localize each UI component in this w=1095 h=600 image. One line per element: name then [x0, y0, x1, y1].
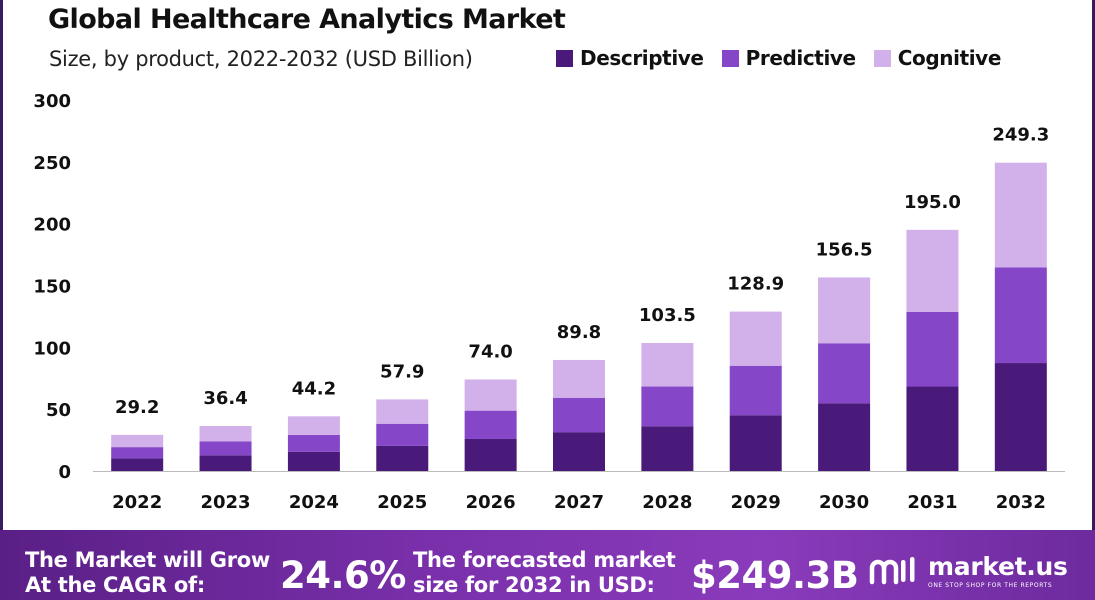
frame-right-border [1092, 0, 1095, 600]
bar-predictive-2028 [641, 386, 694, 427]
y-tick-label: 200 [33, 215, 71, 236]
legend-swatch-predictive [721, 49, 739, 67]
bar-predictive-2032 [994, 267, 1047, 364]
bar-predictive-2031 [906, 311, 959, 387]
legend-label-descriptive: Descriptive [580, 46, 704, 70]
x-tick-label-2026: 2026 [466, 492, 516, 513]
bar-cognitive-2031 [906, 229, 959, 312]
bar-predictive-2030 [818, 343, 871, 404]
bar-descriptive-2031 [906, 386, 959, 471]
bar-cognitive-2025 [376, 399, 429, 424]
bar-descriptive-2025 [376, 445, 429, 471]
brand-name: market.us [928, 552, 1068, 581]
bar-descriptive-2028 [641, 426, 694, 471]
brand-tagline: ONE STOP SHOP FOR THE REPORTS [928, 582, 1053, 589]
footer-forecast-text: The forecasted market size for 2032 in U… [413, 548, 676, 597]
bar-descriptive-2026 [464, 438, 517, 471]
total-label-2028: 103.5 [639, 305, 696, 326]
stacked-bar-chart: 0 50 100 150 200 250 300 29.2 2022 36.4 2023 44.2 20… [33, 91, 1065, 513]
x-tick-label-2025: 2025 [377, 492, 427, 513]
x-tick-label-2028: 2028 [642, 492, 692, 513]
x-tick-label-2027: 2027 [554, 492, 604, 513]
bar-predictive-2024 [287, 434, 340, 452]
total-label-2024: 44.2 [292, 378, 336, 399]
bar-cognitive-2026 [464, 379, 517, 411]
bar-descriptive-2032 [994, 363, 1047, 471]
y-tick-label: 50 [46, 400, 71, 421]
x-tick-label-2032: 2032 [996, 492, 1046, 513]
total-label-2031: 195.0 [904, 192, 961, 213]
y-tick-label: 150 [33, 277, 71, 298]
bar-descriptive-2022 [111, 458, 164, 471]
bar-predictive-2029 [729, 365, 782, 416]
total-label-2027: 89.8 [557, 322, 601, 343]
y-tick-label: 300 [33, 91, 71, 112]
frame-left-border [0, 0, 3, 600]
footer-cagr-text: The Market will Grow At the CAGR of: [25, 548, 270, 597]
market-us-logo-icon [869, 557, 915, 585]
legend-item-descriptive: Descriptive [556, 46, 704, 70]
legend-item-cognitive: Cognitive [873, 46, 1002, 70]
bar-cognitive-2022 [111, 434, 164, 448]
x-tick-label-2029: 2029 [731, 492, 781, 513]
x-tick-label-2031: 2031 [907, 492, 957, 513]
total-label-2022: 29.2 [115, 397, 159, 418]
bar-cognitive-2027 [553, 359, 605, 398]
x-tick-label-2024: 2024 [289, 492, 339, 513]
y-tick-label: 0 [58, 462, 71, 483]
footer-cagr-value: 24.6% [280, 554, 406, 597]
bar-cognitive-2023 [199, 425, 252, 442]
legend-swatch-descriptive [556, 49, 573, 67]
x-tick-label-2023: 2023 [200, 492, 250, 513]
total-label-2025: 57.9 [380, 361, 424, 382]
bar-predictive-2023 [199, 441, 252, 456]
footer-banner: The Market will Grow At the CAGR of: 24.… [0, 530, 1095, 600]
total-label-2026: 74.0 [468, 341, 512, 362]
bar-cognitive-2029 [729, 311, 782, 366]
bar-predictive-2026 [464, 410, 517, 439]
chart-title: Global Healthcare Analytics Market [48, 4, 566, 35]
brand-logo[interactable]: market.us ONE STOP SHOP FOR THE REPORTS [868, 554, 1068, 589]
bar-cognitive-2032 [994, 162, 1047, 268]
bar-descriptive-2023 [199, 455, 252, 471]
bar-descriptive-2024 [287, 451, 340, 471]
chart-subtitle: Size, by product, 2022-2032 (USD Billion… [49, 47, 473, 71]
bar-descriptive-2029 [729, 415, 782, 471]
legend-item-predictive: Predictive [721, 46, 857, 70]
chart-legend: Descriptive Predictive Cognitive [556, 46, 1001, 70]
bar-cognitive-2028 [641, 343, 694, 387]
bar-predictive-2022 [111, 447, 164, 459]
bar-descriptive-2027 [553, 432, 605, 471]
bar-predictive-2027 [553, 397, 605, 433]
footer-forecast-value: $249.3B [691, 554, 859, 597]
legend-label-cognitive: Cognitive [897, 46, 1002, 70]
bar-descriptive-2030 [818, 403, 871, 471]
bar-cognitive-2024 [287, 416, 340, 435]
total-label-2023: 36.4 [203, 388, 247, 409]
bar-predictive-2025 [376, 423, 429, 446]
total-label-2029: 128.9 [727, 274, 784, 295]
x-tick-label-2022: 2022 [112, 492, 162, 513]
legend-swatch-cognitive [873, 49, 891, 67]
total-label-2030: 156.5 [816, 239, 873, 260]
y-tick-label: 100 [33, 338, 71, 359]
total-label-2032: 249.3 [992, 125, 1049, 146]
legend-label-predictive: Predictive [745, 46, 857, 70]
x-tick-label-2030: 2030 [819, 492, 869, 513]
bar-cognitive-2030 [818, 277, 871, 344]
y-tick-label: 250 [33, 153, 71, 174]
